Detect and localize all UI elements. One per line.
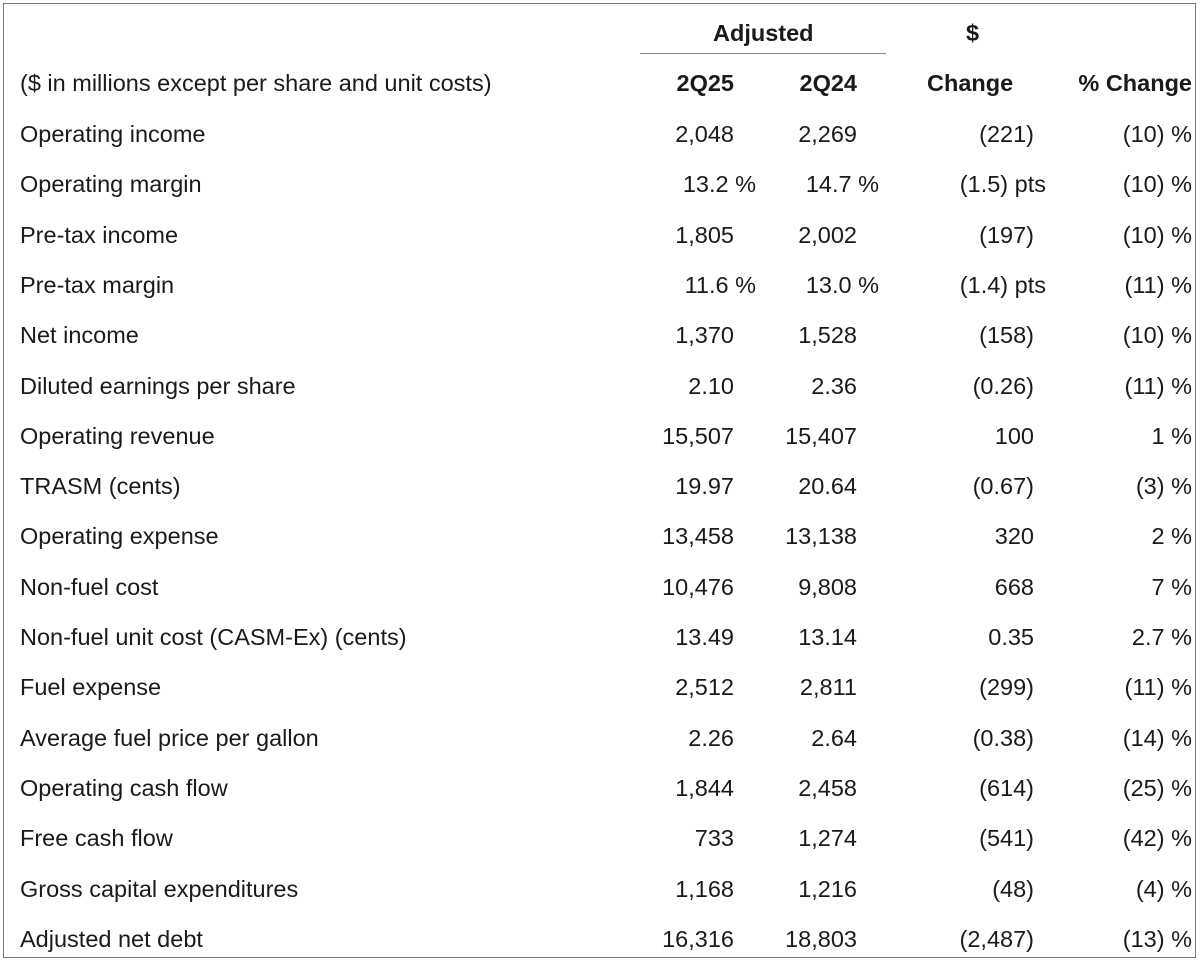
value-2q24: 1,274 bbox=[798, 825, 857, 851]
value-2q25: 1,168 bbox=[675, 876, 734, 902]
value-dollar-change: (299) bbox=[979, 674, 1034, 700]
column-header-2q25: 2Q25 bbox=[676, 70, 735, 96]
value-pct-change: (3) % bbox=[1135, 473, 1192, 499]
value-pct-change: 7 % bbox=[1151, 574, 1193, 600]
value-2q25: 15,507 bbox=[662, 423, 734, 449]
value-dollar-change: (2,487) bbox=[959, 926, 1034, 952]
value-2q25: 1,805 bbox=[675, 222, 734, 248]
value-2q24: 9,808 bbox=[798, 574, 857, 600]
value-dollar-change: 320 bbox=[994, 523, 1034, 549]
row-label: Operating expense bbox=[20, 523, 219, 549]
row-label: Adjusted net debt bbox=[20, 926, 203, 952]
row-label: Operating revenue bbox=[20, 423, 215, 449]
value-pct-change: 2 % bbox=[1151, 523, 1193, 549]
column-header-2q24: 2Q24 bbox=[799, 70, 858, 96]
value-pct-change: (25) % bbox=[1122, 775, 1192, 801]
value-2q24: 13.14 bbox=[798, 624, 857, 650]
value-dollar-change: (0.67) bbox=[972, 473, 1034, 499]
row-label: Operating income bbox=[20, 121, 206, 147]
value-pct-change: (13) % bbox=[1122, 926, 1192, 952]
value-2q24: 14.7 % bbox=[805, 171, 879, 197]
value-dollar-change: 0.35 bbox=[988, 624, 1034, 650]
value-pct-change: (10) % bbox=[1122, 222, 1192, 248]
value-2q25: 11.6 % bbox=[684, 272, 756, 298]
value-2q24: 2,811 bbox=[799, 674, 857, 700]
dollar-symbol-label: $ bbox=[966, 20, 980, 46]
value-2q25: 19.97 bbox=[675, 473, 734, 499]
row-label: TRASM (cents) bbox=[20, 473, 181, 499]
row-label: Pre-tax margin bbox=[20, 272, 175, 298]
value-2q24: 20.64 bbox=[798, 473, 857, 499]
value-dollar-change: (1.4) pts bbox=[959, 272, 1046, 298]
value-2q24: 13,138 bbox=[785, 523, 857, 549]
value-dollar-change: (541) bbox=[979, 825, 1034, 851]
value-2q25: 2,512 bbox=[675, 674, 734, 700]
value-2q25: 2.26 bbox=[688, 725, 734, 751]
value-2q25: 13.2 % bbox=[682, 171, 756, 197]
value-2q25: 16,316 bbox=[662, 926, 734, 952]
row-label: Average fuel price per gallon bbox=[20, 725, 319, 751]
value-2q24: 2.64 bbox=[811, 725, 857, 751]
value-dollar-change: 668 bbox=[994, 574, 1034, 600]
row-label: Pre-tax income bbox=[20, 222, 179, 248]
value-dollar-change: (1.5) pts bbox=[959, 171, 1046, 197]
value-dollar-change: (197) bbox=[979, 222, 1034, 248]
value-2q24: 1,528 bbox=[798, 322, 857, 348]
value-pct-change: 1 % bbox=[1151, 423, 1193, 449]
value-pct-change: (10) % bbox=[1122, 322, 1192, 348]
row-label: Non-fuel unit cost (CASM-Ex) (cents) bbox=[20, 624, 407, 650]
value-2q24: 2.36 bbox=[811, 373, 857, 399]
value-pct-change: (11) % bbox=[1124, 373, 1192, 399]
row-label: Free cash flow bbox=[20, 825, 173, 851]
value-2q25: 2.10 bbox=[688, 373, 734, 399]
adjusted-underline bbox=[640, 53, 886, 54]
value-dollar-change: (221) bbox=[979, 121, 1034, 147]
value-pct-change: (14) % bbox=[1122, 725, 1192, 751]
value-dollar-change: 100 bbox=[994, 423, 1034, 449]
adjusted-group-label: Adjusted bbox=[713, 20, 814, 46]
row-label: Net income bbox=[20, 322, 139, 348]
value-pct-change: (10) % bbox=[1122, 171, 1192, 197]
value-2q25: 10,476 bbox=[662, 574, 734, 600]
row-label: Operating margin bbox=[20, 171, 202, 197]
row-label: Operating cash flow bbox=[20, 775, 228, 801]
column-header-pct-change: % Change bbox=[1078, 70, 1192, 96]
value-dollar-change: (614) bbox=[979, 775, 1034, 801]
value-dollar-change: (0.38) bbox=[972, 725, 1034, 751]
value-dollar-change: (48) bbox=[992, 876, 1034, 902]
value-2q25: 733 bbox=[694, 825, 734, 851]
row-label: Gross capital expenditures bbox=[20, 876, 299, 902]
value-dollar-change: (0.26) bbox=[972, 373, 1034, 399]
table-frame bbox=[3, 3, 1196, 958]
value-2q24: 2,458 bbox=[798, 775, 857, 801]
value-pct-change: (10) % bbox=[1122, 121, 1192, 147]
value-pct-change: (42) % bbox=[1122, 825, 1192, 851]
value-2q24: 2,269 bbox=[798, 121, 857, 147]
value-pct-change: (11) % bbox=[1124, 674, 1192, 700]
value-2q24: 15,407 bbox=[785, 423, 857, 449]
value-2q25: 13,458 bbox=[662, 523, 734, 549]
value-pct-change: 2.7 % bbox=[1131, 624, 1192, 650]
value-2q24: 1,216 bbox=[798, 876, 857, 902]
value-2q24: 2,002 bbox=[798, 222, 857, 248]
value-2q25: 2,048 bbox=[675, 121, 734, 147]
row-label: Diluted earnings per share bbox=[20, 373, 296, 399]
row-label: Non-fuel cost bbox=[20, 574, 159, 600]
value-2q24: 18,803 bbox=[785, 926, 857, 952]
value-2q25: 13.49 bbox=[675, 624, 734, 650]
column-header-change: Change bbox=[927, 70, 1014, 96]
units-description: ($ in millions except per share and unit… bbox=[20, 70, 492, 96]
value-dollar-change: (158) bbox=[979, 322, 1034, 348]
value-pct-change: (11) % bbox=[1124, 272, 1192, 298]
row-label: Fuel expense bbox=[20, 674, 162, 700]
value-2q25: 1,844 bbox=[675, 775, 734, 801]
value-pct-change: (4) % bbox=[1135, 876, 1192, 902]
value-2q25: 1,370 bbox=[675, 322, 734, 348]
value-2q24: 13.0 % bbox=[805, 272, 879, 298]
